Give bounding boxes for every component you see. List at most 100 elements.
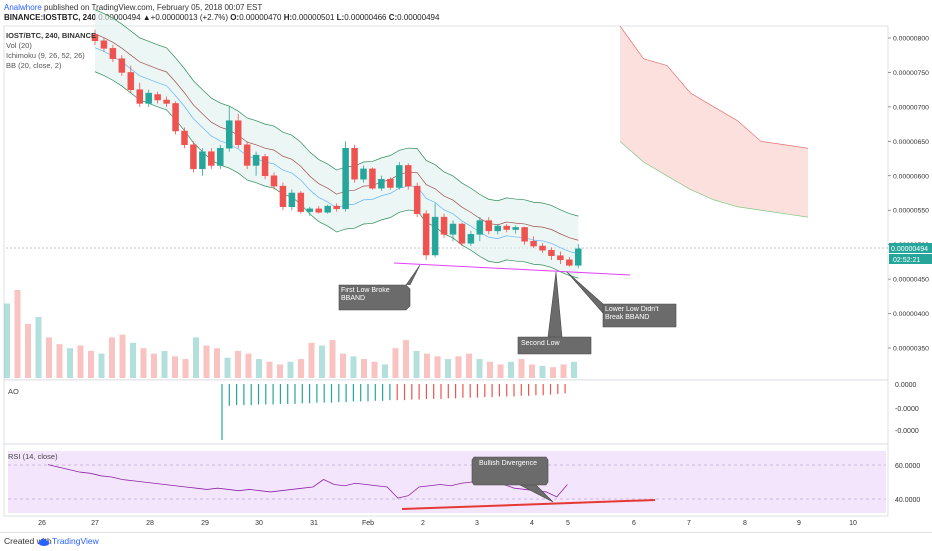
volume-bar — [350, 356, 357, 378]
candle-body — [136, 89, 143, 104]
callout-lower-low[interactable] — [566, 271, 677, 328]
l-value: 0.00000466 — [344, 13, 387, 22]
volume-bar — [308, 342, 315, 378]
callout-second-low[interactable] — [517, 271, 592, 355]
h-value: 0.00000501 — [292, 13, 335, 22]
volume-bar — [361, 359, 367, 378]
callout-first-low[interactable] — [338, 264, 421, 311]
price-tick-label: 0.00000350 — [893, 346, 929, 353]
candle-body — [91, 34, 99, 42]
volume-bar — [340, 353, 346, 378]
candle-body — [100, 40, 108, 49]
candle-body — [539, 245, 546, 251]
volume-bar — [382, 364, 388, 378]
ichimoku-cloud — [620, 26, 808, 218]
volume-bar — [182, 359, 189, 378]
o-value: 0.00000470 — [239, 13, 282, 22]
candle-body — [413, 185, 421, 214]
price-tick-label: 0.00000400 — [893, 311, 929, 318]
volume-bar — [413, 350, 420, 378]
first-low-text: First Low Broke BBAND — [341, 287, 390, 302]
volume-bar — [161, 350, 168, 378]
candle-body — [512, 227, 519, 230]
price-tick-label: 0.00000550 — [893, 208, 929, 215]
rsi-label[interactable]: RSI (14, close) — [8, 452, 58, 461]
legend-vol[interactable]: Vol (20) — [6, 41, 32, 50]
bullish-text-wrap: Bullish Divergence — [479, 460, 537, 467]
volume-bar — [98, 353, 105, 378]
chart-canvas[interactable]: 0.00000800 0.00000750 0.00000700 0.00000650… — [0, 0, 932, 532]
tradingview-cloud-icon — [38, 538, 50, 546]
support-trendline[interactable] — [393, 262, 631, 276]
o-label: O: — [230, 13, 240, 22]
symbol-line: BINANCE:IOSTBTC, 240 — [4, 13, 97, 22]
price-tick-label: 0.00000800 — [893, 36, 929, 43]
candle-body — [521, 227, 528, 242]
volume-bar — [119, 334, 126, 378]
volume-bar — [130, 342, 136, 378]
candle-body — [190, 144, 197, 170]
candle-body — [557, 255, 564, 261]
candle-body — [431, 216, 439, 256]
legend-symbol[interactable]: IOST/BTC, 240, BINANCE — [6, 31, 97, 40]
rsi-divergence-line[interactable] — [401, 499, 656, 510]
volume-bar — [476, 359, 483, 378]
volume-bar — [466, 353, 472, 378]
candle-body — [145, 92, 152, 104]
ao-label[interactable]: AO — [8, 387, 19, 396]
time-tick-label: 10 — [849, 520, 857, 527]
candle-body — [270, 175, 278, 187]
bollinger-upper — [94, 9, 579, 217]
legend-bb[interactable]: BB (20, close, 2) — [6, 61, 62, 70]
volume-bar — [518, 359, 525, 378]
ichimoku-span-b — [619, 141, 809, 218]
ao-pane — [3, 379, 889, 445]
second-low-text-wrap: Second Low — [521, 340, 560, 347]
candle-body — [261, 156, 269, 177]
candle-body — [109, 48, 117, 59]
legend-ichimoku[interactable]: Ichimoku (9, 26, 52, 26) — [6, 51, 85, 60]
volume-bar — [571, 361, 577, 378]
candle-body — [422, 213, 430, 256]
bollinger-fill — [95, 9, 579, 279]
price-tick-label: 0.00000450 — [893, 277, 929, 284]
candle-body — [279, 185, 287, 208]
author-name[interactable]: Analwhore — [4, 3, 42, 12]
volume-bar — [140, 348, 147, 378]
lower-low-text-wrap: Lower Low Didn't Break BBAND — [605, 306, 659, 321]
candle-body — [396, 165, 403, 188]
h-label: H: — [283, 13, 293, 22]
candle-body — [503, 225, 510, 230]
volume-bar — [487, 361, 493, 378]
volume-bar — [109, 337, 115, 378]
candle-body — [378, 178, 385, 189]
first-low-text-wrap: First Low Broke BBAND — [341, 287, 390, 302]
time-tick-label: 27 — [91, 520, 99, 527]
countdown-text: 02:52:21 — [893, 257, 920, 264]
created-with: Created with — [4, 536, 52, 546]
price-tick-label: 0.00000650 — [893, 139, 929, 146]
second-low-text: Second Low — [521, 340, 560, 347]
volume-bar — [277, 364, 283, 378]
volume-bar — [550, 367, 556, 378]
volume-bar — [151, 353, 157, 378]
lower-low-text: Lower Low Didn't Break BBAND — [605, 306, 659, 321]
rsi-tick-0: 60.0000 — [895, 463, 920, 470]
volume-bar — [560, 364, 567, 378]
time-tick-label: 31 — [310, 520, 318, 527]
volume-bar — [287, 361, 294, 378]
volume-bar — [88, 350, 94, 378]
time-tick-label: 5 — [566, 520, 570, 527]
volume-bar — [235, 350, 241, 378]
volume-bar — [193, 337, 199, 378]
tradingview-brand[interactable]: TradingView — [52, 536, 99, 546]
volume-bar — [245, 353, 252, 378]
callout-bullish[interactable] — [471, 456, 554, 503]
candle-body — [154, 94, 161, 101]
candle-body — [548, 249, 555, 256]
candle-body — [405, 165, 412, 187]
candle-body — [530, 240, 537, 247]
candle-body — [360, 168, 367, 180]
candle-body — [440, 216, 448, 235]
candle-body — [485, 220, 493, 232]
